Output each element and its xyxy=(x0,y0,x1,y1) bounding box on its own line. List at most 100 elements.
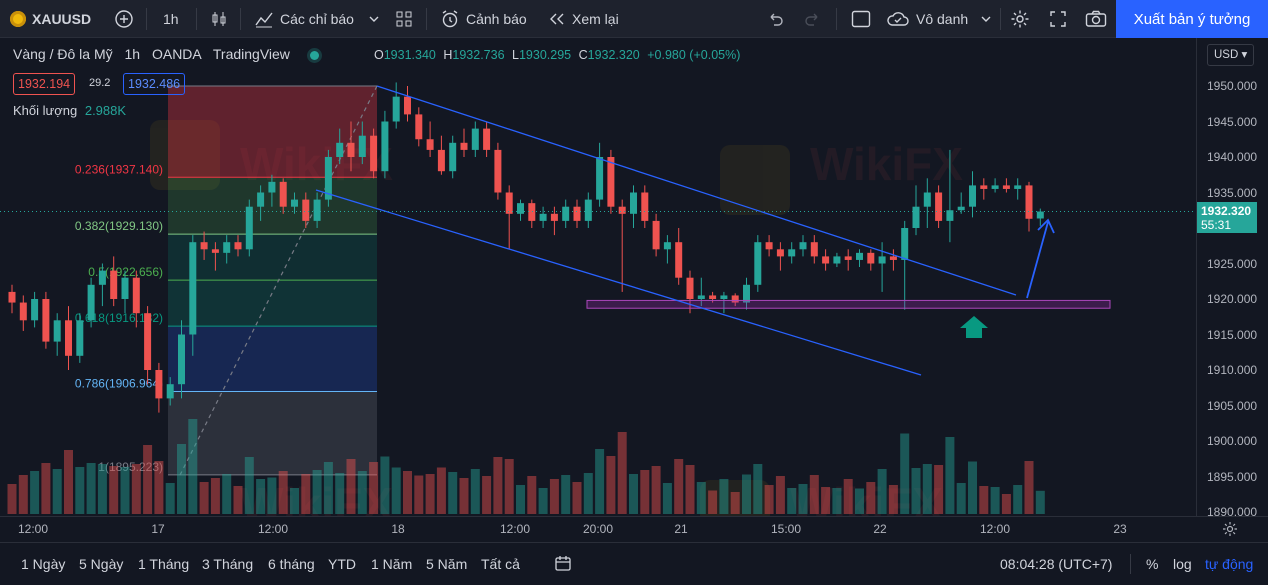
volume-bar xyxy=(210,478,220,514)
volume-bar xyxy=(662,483,672,514)
percent-scale-toggle[interactable]: % xyxy=(1146,543,1158,585)
buy-price-button[interactable]: 1932.486 xyxy=(123,73,186,95)
symbol-search[interactable]: XAUUSD xyxy=(10,0,91,38)
candle-body xyxy=(833,256,841,264)
range-button[interactable]: 5 Năm xyxy=(426,556,468,572)
fullscreen-button[interactable] xyxy=(1049,0,1067,38)
high-value: 1932.736 xyxy=(452,48,505,62)
redo-button[interactable] xyxy=(804,0,822,38)
gear-icon xyxy=(1223,522,1237,536)
close-value: 1932.320 xyxy=(587,48,640,62)
volume-bar xyxy=(821,487,831,514)
ask-value: 1932.486 xyxy=(128,77,181,91)
fib-zone xyxy=(168,391,377,475)
redo-icon xyxy=(805,13,818,26)
compare-button[interactable] xyxy=(114,0,134,38)
rewind-icon xyxy=(550,13,564,25)
templates-button[interactable] xyxy=(395,0,413,38)
price-tick: 1920.000 xyxy=(1207,292,1258,306)
volume-bar xyxy=(41,463,51,514)
alert-button[interactable]: Cảnh báo xyxy=(440,0,527,38)
indicators-button[interactable]: Các chỉ báo xyxy=(254,0,354,38)
range-button[interactable]: 3 Tháng xyxy=(202,556,254,572)
indicators-dropdown[interactable] xyxy=(368,0,380,38)
range-button[interactable]: Tất cả xyxy=(481,556,520,572)
fibonacci-retracement: 0.236(1937.140) 0.382(1929.130) 0.5(1922.6… xyxy=(75,85,378,476)
candle-body xyxy=(347,142,355,157)
candle-body xyxy=(686,277,694,299)
volume-bar xyxy=(448,472,458,514)
time-axis[interactable]: 12:00 17 12:00 18 12:00 20:00 21 15:00 22 12:00 23 xyxy=(0,516,1268,542)
candle-body xyxy=(189,242,197,335)
price-tick: 1915.000 xyxy=(1207,327,1258,342)
candle-body xyxy=(550,213,558,221)
candle-body xyxy=(121,277,129,299)
change-value: +0.980 (+0.05%) xyxy=(647,48,741,62)
spread-value: 29.2 xyxy=(89,77,111,89)
volume-bar xyxy=(357,471,367,514)
candle-body xyxy=(166,384,174,399)
range-button[interactable]: YTD xyxy=(328,556,356,572)
percent-label: % xyxy=(1146,556,1159,572)
add-symbol-icon xyxy=(115,10,133,28)
candle-body xyxy=(65,320,72,356)
candle-body xyxy=(935,192,943,221)
interval-button[interactable]: 1h xyxy=(163,0,179,38)
candle-body xyxy=(53,320,61,342)
candle-body xyxy=(257,192,265,207)
candle-body xyxy=(392,96,400,122)
candle-body xyxy=(324,157,332,200)
volume-bar xyxy=(470,469,480,514)
range-button[interactable]: 1 Tháng xyxy=(138,556,190,572)
range-button[interactable]: 1 Ngày xyxy=(21,556,66,572)
price-axis[interactable]: USD ▾ 1950.000 1945.000 1940.000 1935.000 19… xyxy=(1196,38,1268,519)
snapshot-button[interactable] xyxy=(1085,0,1107,38)
channel-lower-line xyxy=(315,189,922,376)
currency-selector[interactable]: USD ▾ xyxy=(1207,44,1255,66)
undo-button[interactable] xyxy=(766,0,784,38)
volume-bar xyxy=(177,444,186,514)
open-value: 1931.340 xyxy=(383,48,436,62)
volume-value: 2.988K xyxy=(84,103,127,118)
sell-price-button[interactable]: 1932.194 xyxy=(13,73,76,95)
date-range-button[interactable] xyxy=(554,543,572,585)
layout-save-button[interactable]: Vô danh xyxy=(886,0,992,38)
candle-body xyxy=(810,242,818,257)
volume-bar xyxy=(256,479,266,514)
candle-body xyxy=(788,249,796,257)
chart-legend[interactable]: Vàng / Đô la Mỹ 1h OANDA TradingView xyxy=(13,46,319,62)
range-button[interactable]: 6 tháng xyxy=(268,556,315,572)
auto-scale-toggle[interactable]: tự động xyxy=(1205,543,1253,585)
price-chart[interactable]: WikiFX WikiFX WikiFX WikiFX 0.236(1937.1… xyxy=(0,38,1196,516)
settings-button[interactable] xyxy=(1010,0,1030,38)
range-button[interactable]: 1 Năm xyxy=(371,556,413,572)
candle-body xyxy=(923,192,931,207)
clock-timezone[interactable]: 08:04:28 (UTC+7) xyxy=(1000,543,1112,585)
chart-type-button[interactable] xyxy=(209,0,229,38)
volume-bar xyxy=(922,464,932,514)
volume-bar xyxy=(911,468,921,514)
candle-body xyxy=(370,135,378,172)
candle-body xyxy=(437,149,445,172)
volume-bar xyxy=(968,461,977,514)
replay-button[interactable]: Xem lại xyxy=(548,0,619,38)
axis-settings-button[interactable] xyxy=(1222,521,1238,542)
projection-arrow xyxy=(1026,218,1055,299)
candle-body xyxy=(562,206,570,221)
publish-idea-button[interactable]: Xuất bản ý tưởng xyxy=(1116,0,1268,38)
range-button[interactable]: 5 Ngày xyxy=(79,556,124,572)
volume-bar xyxy=(30,471,40,514)
time-tick: 12:00 xyxy=(17,522,49,536)
volume-legend[interactable]: Khối lượng 2.988K xyxy=(13,103,126,118)
volume-bar xyxy=(685,465,695,514)
h-label: H xyxy=(443,48,453,62)
bid-value: 1932.194 xyxy=(18,77,71,91)
fullscreen-layout-button[interactable] xyxy=(851,0,871,38)
c-label: C xyxy=(578,48,588,62)
candle-body xyxy=(663,242,671,250)
volume-bar xyxy=(979,486,989,514)
log-scale-toggle[interactable]: log xyxy=(1173,543,1192,585)
candle-body xyxy=(539,213,547,221)
low-value: 1930.295 xyxy=(518,48,572,62)
chart-pane[interactable]: WikiFX WikiFX WikiFX WikiFX 0.236(1937.1… xyxy=(0,38,1196,516)
